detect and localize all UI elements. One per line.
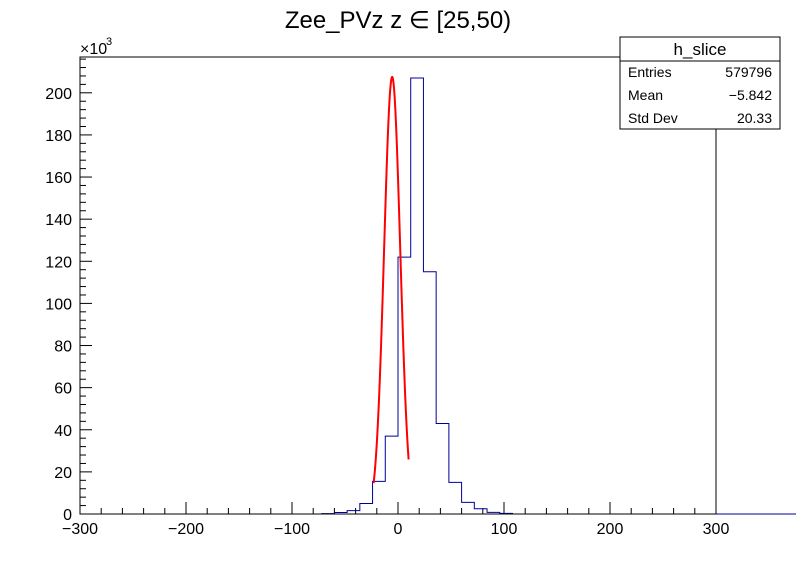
gaussian-fit-curve — [372, 75, 410, 484]
y-tick-label: 200 — [45, 86, 72, 103]
stats-mean-label: Mean — [628, 87, 663, 103]
y-tick-label: 160 — [45, 170, 72, 187]
stats-box: h_slice Entries 579796 Mean −5.842 Std D… — [619, 36, 781, 130]
y-multiplier-exponent: 3 — [106, 36, 112, 48]
x-tick-label: −200 — [168, 521, 204, 538]
y-tick-label: 180 — [45, 128, 72, 145]
chart-title: Zee_PVz z ∈ [25,50) — [285, 7, 511, 34]
stats-mean-value: −5.842 — [729, 87, 772, 103]
x-tick-label: 100 — [491, 521, 518, 538]
stats-entries-label: Entries — [628, 64, 672, 80]
x-tick-label: 200 — [597, 521, 624, 538]
x-tick-label: 300 — [703, 521, 730, 538]
stats-stddev-value: 20.33 — [737, 110, 772, 126]
y-tick-label: 140 — [45, 212, 72, 229]
y-tick-label: 20 — [54, 465, 72, 482]
gaussian-fit-line — [372, 75, 410, 484]
y-tick-label: 60 — [54, 381, 72, 398]
stats-entries-value: 579796 — [725, 64, 772, 80]
y-tick-label: 100 — [45, 296, 72, 313]
stats-box-frame — [619, 36, 781, 130]
y-tick-label: 0 — [63, 507, 72, 524]
x-tick-label: −300 — [62, 521, 98, 538]
y-tick-label: 120 — [45, 254, 72, 271]
x-tick-label: 0 — [394, 521, 403, 538]
stats-box-title: h_slice — [674, 40, 727, 59]
stats-stddev-label: Std Dev — [628, 110, 678, 126]
y-tick-label: 40 — [54, 423, 72, 440]
y-multiplier-label: ×10 3 — [80, 36, 112, 58]
y-tick-label: 80 — [54, 339, 72, 356]
y-multiplier-base: ×10 — [80, 41, 107, 58]
x-tick-label: −100 — [274, 521, 310, 538]
plot-frame — [79, 56, 717, 515]
